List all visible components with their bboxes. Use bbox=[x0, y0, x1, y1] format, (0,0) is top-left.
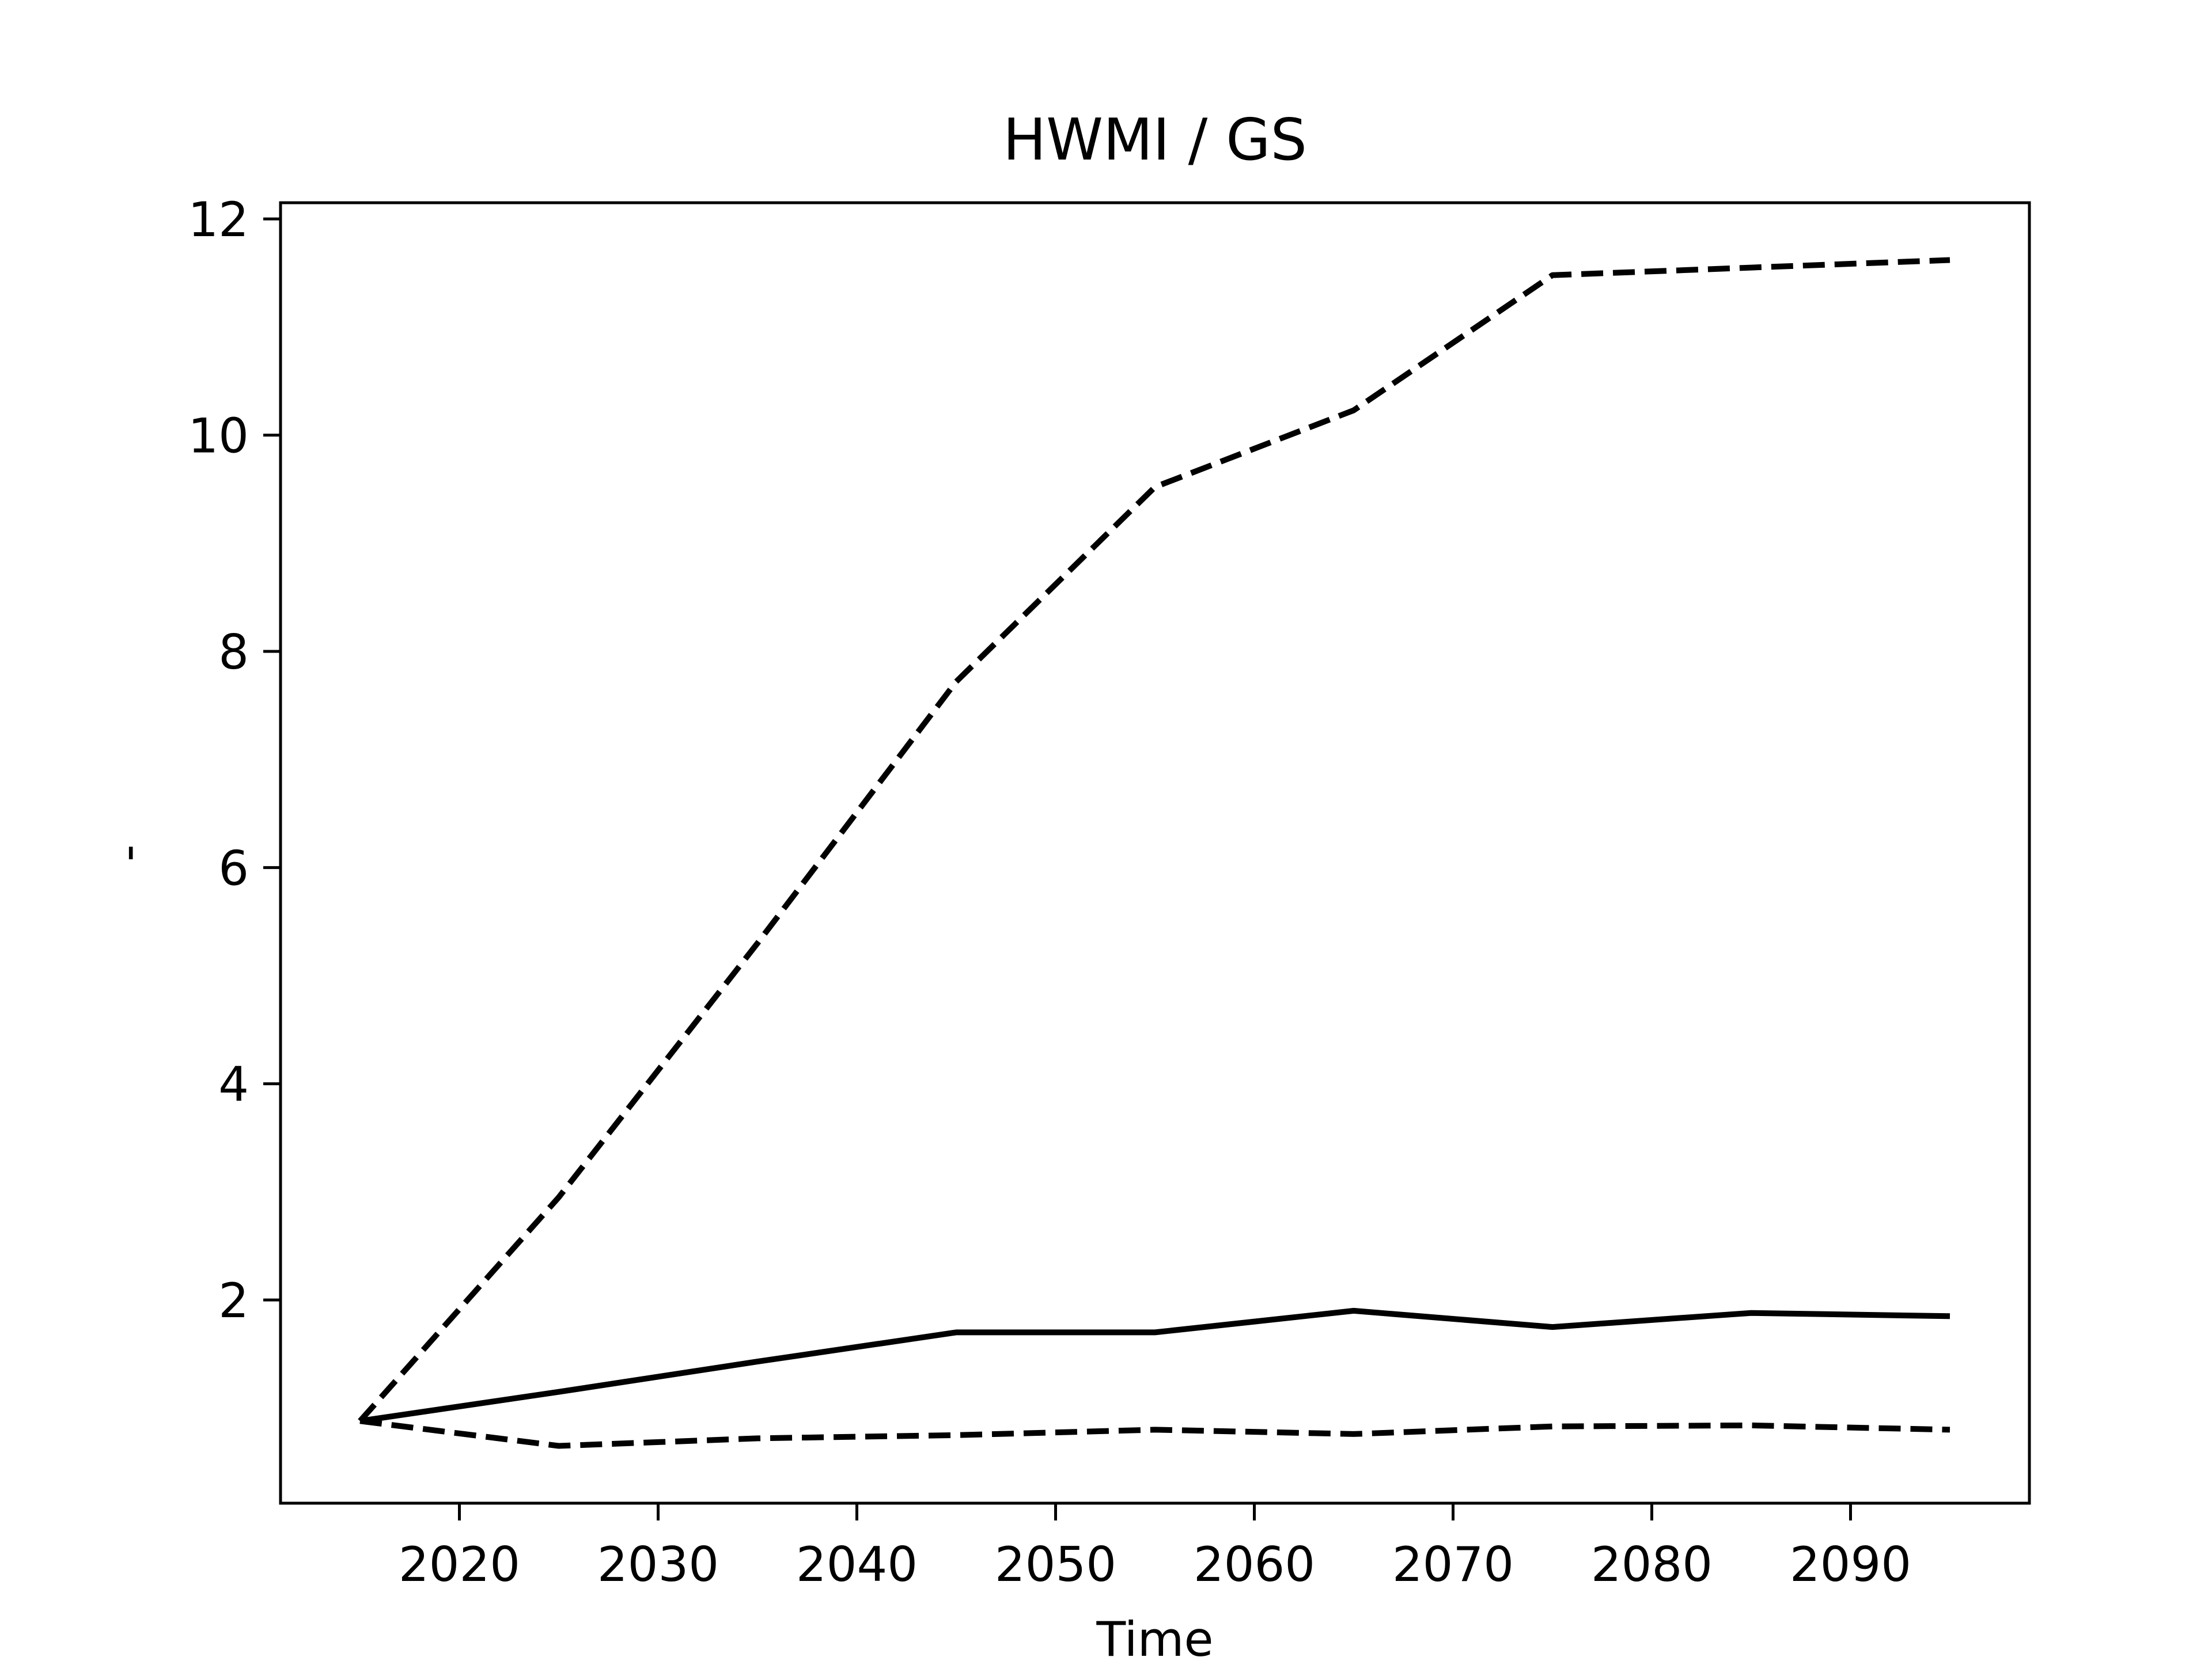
y-tick-label: 2 bbox=[218, 1273, 249, 1329]
x-tick-label: 2050 bbox=[995, 1537, 1116, 1592]
chart-title: HWMI / GS bbox=[1003, 106, 1307, 173]
x-tick-label: 2060 bbox=[1194, 1537, 1315, 1592]
x-axis-label: Time bbox=[1096, 1611, 1213, 1659]
y-tick-label: 4 bbox=[218, 1057, 249, 1113]
y-tick-label: 8 bbox=[218, 624, 249, 680]
y-tick-label: 6 bbox=[218, 840, 249, 896]
dashed-series-line-1 bbox=[358, 257, 1950, 1423]
x-tick-label: 2020 bbox=[399, 1537, 520, 1592]
x-axis: 2020 2030 2040 2050 2060 2070 2080 2090 bbox=[399, 1503, 1911, 1592]
dashed-series-line-2 bbox=[359, 1418, 1950, 1449]
x-tick-label: 2090 bbox=[1790, 1537, 1911, 1592]
solid-series-line bbox=[359, 1307, 1950, 1424]
plot-frame bbox=[279, 201, 2031, 1505]
y-axis: 2 4 6 8 10 12 bbox=[188, 192, 281, 1329]
x-tick-label: 2040 bbox=[796, 1537, 918, 1592]
plot-layer bbox=[358, 257, 1950, 1449]
y-axis-label: - bbox=[100, 844, 156, 862]
y-tick-label: 10 bbox=[188, 408, 249, 464]
y-tick-label: 12 bbox=[188, 192, 249, 248]
x-tick-label: 2080 bbox=[1591, 1537, 1713, 1592]
x-tick-label: 2070 bbox=[1392, 1537, 1514, 1592]
x-tick-label: 2030 bbox=[597, 1537, 719, 1592]
